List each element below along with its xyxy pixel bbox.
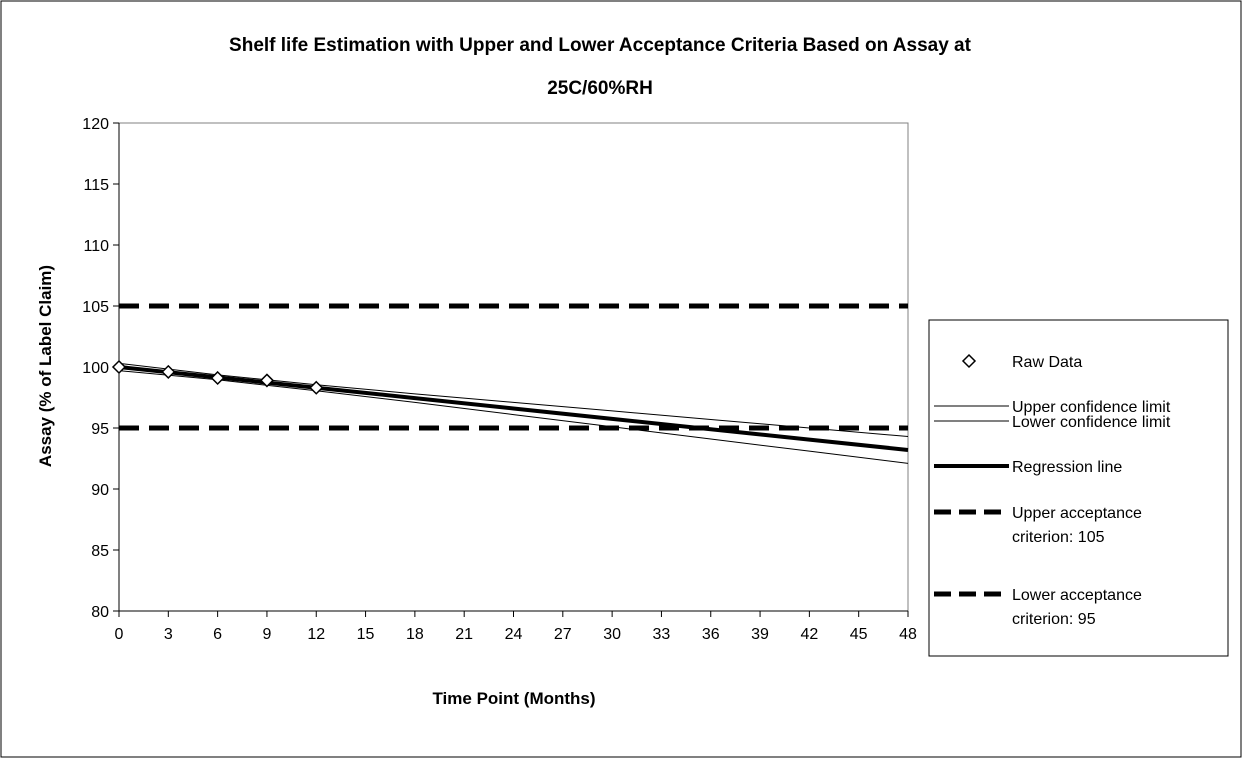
raw-data-point: [309, 380, 324, 395]
y-tick-label: 120: [82, 116, 109, 133]
x-tick-label: 45: [850, 626, 868, 643]
x-tick-label: 15: [357, 626, 375, 643]
legend: Raw Data Upper confidence limit Lower co…: [928, 319, 1229, 657]
y-tick-label: 100: [82, 360, 109, 377]
legend-raw-data-label: Raw Data: [1012, 354, 1082, 371]
y-tick-label: 110: [83, 238, 109, 255]
y-tick-label: 85: [91, 543, 109, 560]
raw-data-point: [161, 364, 176, 379]
raw-data-point: [210, 370, 225, 386]
x-tick-label: 18: [406, 626, 424, 643]
raw-data-points: [111, 359, 324, 395]
x-tick-label: 30: [603, 626, 621, 643]
y-tick-label: 105: [82, 299, 109, 316]
y-tick-label: 115: [83, 177, 109, 194]
x-axis-title: Time Point (Months): [432, 689, 595, 708]
legend-raw-data-marker: [961, 353, 977, 369]
raw-data-point: [111, 359, 127, 375]
regression-line: [118, 365, 909, 452]
x-tick-label: 42: [800, 626, 818, 643]
x-tick-label: 27: [554, 626, 572, 643]
chart-title-line-2: 25C/60%RH: [547, 78, 653, 99]
legend-upper-acceptance-label-line-1: Upper acceptance: [1012, 505, 1142, 522]
x-tick-label: 24: [505, 626, 523, 643]
x-tick-label: 33: [653, 626, 671, 643]
upper-confidence-line: [118, 362, 909, 438]
x-tick-group: 0 3 6 9 12 15 18 21 24 27 30 33 36 39 42 45 48: [115, 611, 917, 643]
x-tick-label: 36: [702, 626, 720, 643]
y-tick-label: 95: [91, 421, 109, 438]
y-axis-title: Assay (% of Label Claim): [36, 265, 55, 467]
x-tick-label: 21: [455, 626, 473, 643]
legend-upper-confidence-label: Upper confidence limit: [1012, 399, 1171, 416]
chart-title-line-1: Shelf life Estimation with Upper and Low…: [229, 35, 972, 56]
x-tick-label: 39: [751, 626, 769, 643]
series-layer: [111, 303, 909, 464]
legend-upper-acceptance-label-line-2: criterion: 105: [1012, 529, 1105, 546]
legend-box: [928, 319, 1229, 657]
y-tick-label: 80: [91, 604, 109, 621]
x-tick-label: 9: [262, 626, 271, 643]
legend-lower-acceptance-label-line-1: Lower acceptance: [1012, 587, 1142, 604]
y-tick-group: 80 85 90 95 100 105 110 115 120: [82, 116, 119, 621]
x-tick-label: 3: [164, 626, 173, 643]
legend-lower-acceptance-label-line-2: criterion: 95: [1012, 611, 1096, 628]
raw-data-point: [259, 373, 274, 388]
x-tick-label: 48: [899, 626, 917, 643]
lower-confidence-line: [118, 370, 909, 464]
legend-lower-confidence-label: Lower confidence limit: [1012, 414, 1171, 431]
x-tick-label: 0: [115, 626, 124, 643]
x-tick-label: 12: [307, 626, 325, 643]
plot-area: [118, 122, 909, 612]
x-tick-label: 6: [213, 626, 222, 643]
y-tick-label: 90: [91, 482, 109, 499]
legend-regression-label: Regression line: [1012, 459, 1122, 476]
